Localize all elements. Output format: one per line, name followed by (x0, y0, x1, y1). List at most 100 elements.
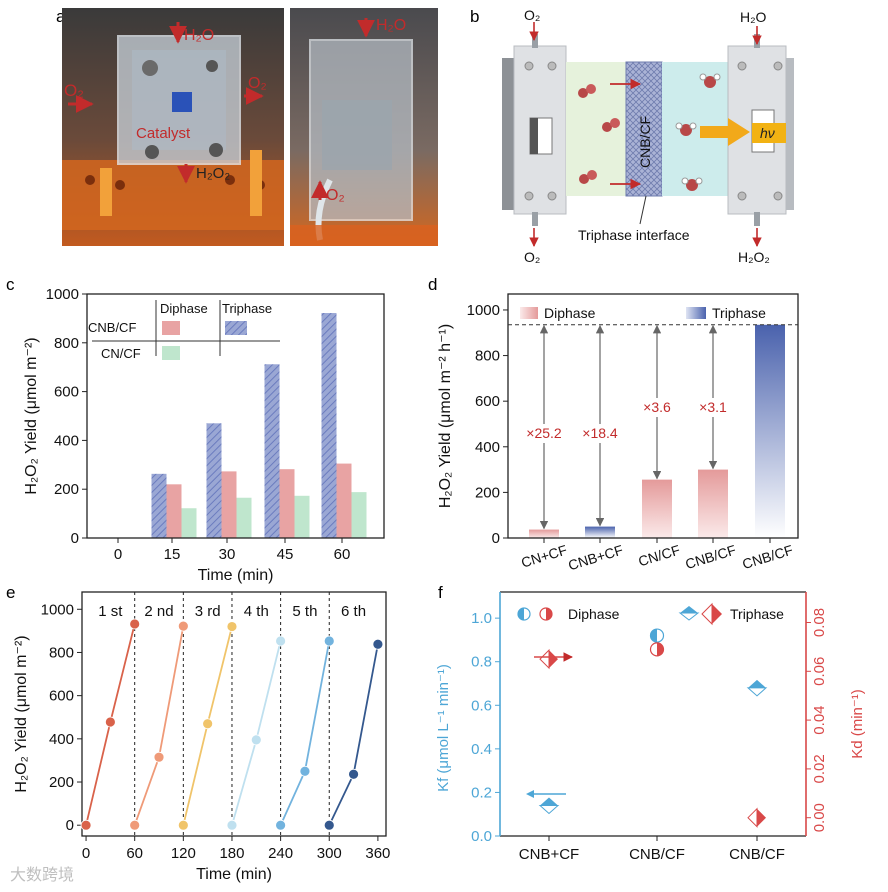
e-point (348, 768, 359, 780)
d-ytick-label: 1000 (467, 302, 500, 319)
c-ytick-label: 800 (54, 335, 79, 352)
e-ytick-label: 1000 (41, 601, 74, 618)
bar-cn-diphase (236, 497, 252, 538)
panel-d-legend: Diphase Triphase (520, 305, 766, 321)
e-frame (81, 591, 387, 837)
f-ytick-right-label: 0.06 (811, 657, 828, 686)
label-membrane: CNB/CF (637, 116, 653, 168)
f-ytick-left-label: 0.0 (471, 828, 492, 845)
label-b-h2o2-bottom: H₂O₂ (738, 249, 770, 265)
panel-d-letter: d (428, 275, 437, 294)
panel-a: a (56, 7, 438, 246)
legend-f-diphase: Diphase (568, 606, 620, 622)
e-xtick-label: 0 (82, 845, 90, 862)
e-series-line (133, 625, 185, 826)
tube-rack-left (62, 150, 284, 230)
catalyst-icon (172, 92, 192, 112)
label-triphase: Triphase interface (578, 227, 690, 243)
label-hv: hν (760, 125, 775, 141)
o2-molecules (578, 84, 620, 184)
d-ytick-label: 400 (475, 439, 500, 456)
d-bar (698, 469, 728, 538)
h2o-molecules (675, 73, 721, 191)
legend-c-swatch-cnb-diphase (162, 321, 180, 335)
e-xlabel: Time (min) (196, 866, 272, 883)
e-point (372, 638, 384, 650)
c-ytick-label: 200 (54, 481, 79, 498)
bar-cnb-diphase (279, 469, 295, 538)
panel-c-legend: Diphase Triphase CNB/CF CN/CF (88, 300, 280, 361)
reactor-left (117, 35, 241, 165)
c-ytick-label: 0 (71, 530, 79, 547)
label-h2o-top: H₂O (184, 27, 214, 44)
d-ytick-label: 800 (475, 348, 500, 365)
label-o2-right: O₂ (248, 75, 267, 92)
e-point (226, 819, 238, 831)
legend-d-swatch-diphase (520, 307, 538, 319)
panel-a-letter: a (56, 7, 66, 26)
f-marker-kd-right (549, 650, 558, 669)
c-xtick-label: 45 (277, 546, 294, 563)
d-ratio-label: ×25.2 (526, 425, 562, 441)
f-marker-circle-fill (657, 642, 664, 656)
e-point (275, 635, 287, 647)
e-point (226, 621, 238, 632)
e-ytick-label: 200 (49, 774, 74, 791)
d-ytick-label: 200 (475, 484, 500, 501)
c-xtick-label: 60 (334, 546, 351, 563)
panel-a-arrows (68, 18, 375, 200)
e-xtick-label: 180 (219, 845, 244, 862)
f-xtick-label: CNB/CF (729, 846, 785, 863)
d-xtick-label: CNB+CF (566, 542, 625, 574)
panel-c-bars (151, 313, 367, 538)
d-xtick-label: CNB/CF (683, 542, 738, 573)
panel-c-letter: c (6, 275, 15, 294)
e-point (323, 819, 335, 831)
legend-c-diphase: Diphase (160, 301, 208, 316)
e-ytick-label: 600 (49, 688, 74, 705)
panel-e-plot: 0 200 400 600 800 1000 0 60 120 180 240 300 360 1 st 2… (13, 591, 390, 883)
bar-cnb-diphase (221, 471, 237, 538)
d-xtick-label: CN/CF (636, 542, 682, 570)
legend-c-swatch-cnb-triphase (225, 321, 247, 335)
bar-cnb-diphase (166, 484, 182, 538)
d-frame (507, 293, 799, 539)
e-ytick-label: 0 (66, 817, 74, 834)
d-xtick-label: CNB/CF (740, 542, 795, 573)
e-series-line (279, 640, 331, 826)
f-marker-kf-bottom (746, 687, 768, 697)
e-point (80, 819, 92, 831)
e-point (177, 819, 189, 831)
e-xtick-label: 240 (268, 845, 293, 862)
d-bar (585, 526, 615, 538)
e-point (299, 765, 311, 777)
f-ytick-right-label: 0.04 (811, 705, 828, 734)
e-ytick-label: 400 (49, 731, 74, 748)
f-ylabel-left: Kf (μmol L⁻¹ min⁻¹) (435, 664, 452, 792)
e-ytick-label: 800 (49, 644, 74, 661)
c-ytick-label: 400 (54, 432, 79, 449)
f-ytick-right-label: 0.02 (811, 754, 828, 783)
e-cycle-label: 5 th (292, 603, 317, 620)
e-point (153, 751, 165, 763)
c-xlabel: Time (min) (198, 567, 274, 584)
f-marker-kd-right (757, 808, 766, 827)
d-ratio-label: ×3.1 (699, 399, 727, 415)
e-point (104, 716, 116, 728)
panel-b-letter: b (470, 7, 479, 26)
legend-d-diphase: Diphase (544, 305, 596, 321)
f-ytick-left-label: 0.6 (471, 697, 492, 714)
label-b-o2-top: O₂ (524, 7, 540, 23)
e-cycle-label: 1 st (98, 603, 123, 620)
f-marker-kd-left (539, 648, 550, 670)
triphase-pointer (639, 195, 647, 225)
label-o2-left: O₂ (64, 81, 84, 100)
e-series-line (231, 640, 282, 826)
e-point (323, 635, 335, 647)
f-marker-kd-left (747, 807, 758, 828)
d-ytick-label: 600 (475, 393, 500, 410)
bar-cnb-triphase (206, 423, 222, 538)
e-point (129, 618, 141, 630)
watermark: 大数跨境 (10, 865, 74, 884)
